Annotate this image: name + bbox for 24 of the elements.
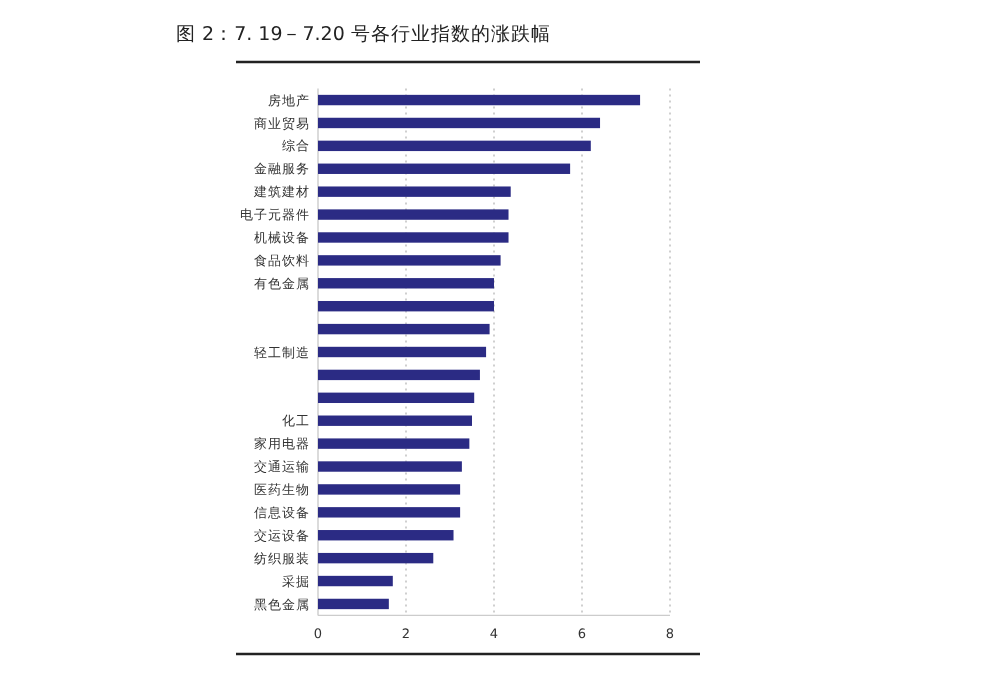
bar [318,598,389,610]
bar [318,530,454,541]
bar [318,163,571,174]
bar [318,300,494,312]
bar [318,323,490,335]
bar [318,484,461,495]
bar [318,415,472,426]
bar [318,140,591,152]
bar [318,186,511,197]
bar [318,278,494,289]
bar [318,94,641,106]
bar [318,552,434,564]
bar [318,438,470,449]
chart-title: 图 2：7. 19－7.20 号各行业指数的涨跌幅 [176,22,551,46]
bar [318,209,509,220]
bar [318,232,509,243]
bar [318,346,487,358]
bar [318,255,501,266]
bar [318,392,475,404]
bar [318,461,462,472]
bar [318,575,393,587]
bar [318,507,461,518]
bar [318,369,480,381]
bar [318,117,601,129]
